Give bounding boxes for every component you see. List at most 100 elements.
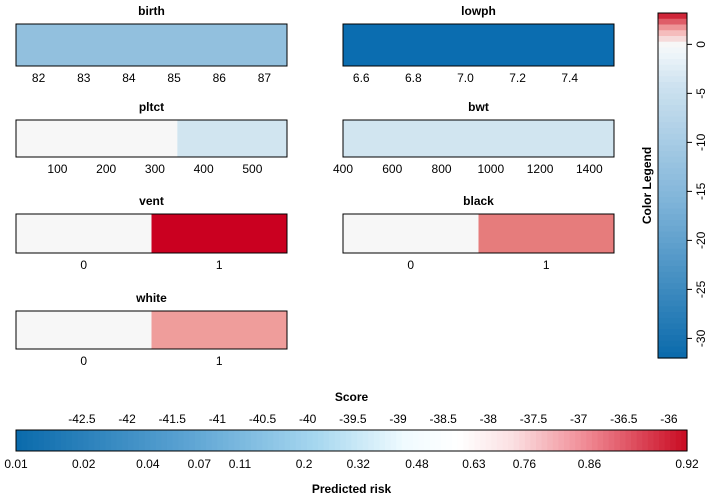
color-legend-frame	[657, 12, 688, 359]
score-bar-cell	[250, 430, 258, 451]
color-legend-cell	[658, 41, 687, 49]
score-bar-cell	[681, 430, 688, 451]
score-bar-cell	[144, 430, 151, 451]
score-bar-cell	[413, 430, 420, 451]
color-legend-cell	[658, 312, 687, 319]
lowph-tick-label: 7.4	[561, 71, 578, 85]
score-tick-label: -42.5	[68, 412, 96, 426]
risk-tick-label: 0.76	[513, 457, 537, 471]
risk-tick-label: 0.2	[296, 457, 313, 471]
birth-segment	[16, 24, 287, 66]
color-legend-cell	[658, 260, 687, 267]
score-bar-cell	[385, 430, 392, 451]
color-legend-cell	[658, 271, 687, 279]
score-bar-cell	[647, 430, 655, 451]
color-legend-cell	[658, 174, 687, 181]
color-legend-tick-label: -15	[694, 182, 708, 200]
white-frame	[15, 310, 288, 350]
score-bar-cell	[155, 430, 162, 451]
vent-tick-label: 1	[216, 258, 223, 272]
vent-tick-label: 0	[80, 258, 87, 272]
score-tick-label: -36.5	[610, 412, 638, 426]
score-tick-label: -42	[118, 412, 136, 426]
risk-tick-label: 0.01	[4, 457, 28, 471]
score-bar-cell	[524, 430, 532, 451]
color-legend-cell	[658, 352, 687, 359]
color-legend-cell	[658, 237, 687, 244]
score-bar-cell	[508, 430, 515, 451]
score-tick-label: -36	[660, 412, 678, 426]
vent-panel-title: vent	[139, 194, 164, 208]
score-bar-cell	[653, 430, 660, 451]
score-bar-cell	[172, 430, 179, 451]
color-legend-cell	[658, 335, 687, 342]
score-tick-label: -37.5	[520, 412, 548, 426]
bwt-tick-label: 600	[382, 162, 402, 176]
risk-tick-label: 0.02	[72, 457, 96, 471]
bwt-segment	[343, 120, 614, 157]
score-bar-cell	[407, 430, 414, 451]
color-legend-cell	[658, 168, 687, 175]
score-bar-cell	[83, 430, 90, 451]
white-tick-label: 1	[216, 354, 223, 368]
lowph-tick-label: 6.8	[405, 71, 422, 85]
score-bar-frame	[15, 429, 688, 452]
score-tick-label: -39	[389, 412, 407, 426]
risk-tick-label: 0.11	[229, 457, 252, 471]
lowph-panel-title: lowph	[461, 4, 496, 18]
score-bar-cell	[38, 430, 45, 451]
pltct-segment	[16, 120, 178, 157]
score-bar-cell	[150, 430, 157, 451]
birth-tick-label: 84	[122, 71, 136, 85]
score-bar-cell	[228, 430, 235, 451]
score-bar-cell	[99, 430, 107, 451]
score-bar-cell	[390, 430, 397, 451]
color-legend-tick-label: 0	[694, 41, 708, 48]
color-legend-cell	[658, 110, 687, 118]
score-bar-cell	[301, 430, 308, 451]
score-bar-cell	[446, 430, 453, 451]
score-bar-cell	[530, 430, 537, 451]
score-bar-cell	[111, 430, 118, 451]
color-legend-tick-label: -5	[694, 88, 708, 99]
score-bar-cell	[345, 430, 353, 451]
score-bar-cell	[139, 430, 146, 451]
score-bar-cell	[43, 430, 51, 451]
score-bar-cell	[66, 430, 73, 451]
score-bar-cell	[183, 430, 190, 451]
pltct-tick-label: 500	[242, 162, 262, 176]
pltct-frame	[15, 119, 288, 158]
score-bar-cell	[474, 430, 481, 451]
score-bar-cell	[122, 430, 129, 451]
color-legend-cell	[658, 208, 687, 215]
color-legend-cell	[658, 185, 687, 192]
vent-segment	[16, 214, 152, 253]
score-bar-cell	[642, 430, 649, 451]
color-legend-cell	[658, 156, 687, 164]
score-bar-cell	[603, 430, 610, 451]
color-legend-cell	[658, 346, 687, 353]
score-bar-cell	[267, 430, 274, 451]
white-panel-title: white	[135, 291, 167, 305]
pltct-tick-label: 100	[47, 162, 67, 176]
black-tick-label: 0	[407, 258, 414, 272]
color-legend-cell	[658, 36, 687, 43]
score-bar-cell	[373, 430, 381, 451]
birth-tick-label: 82	[32, 71, 46, 85]
score-bar-cell	[519, 430, 526, 451]
color-legend-cell	[658, 105, 687, 112]
color-legend-cell	[658, 53, 687, 60]
risk-tick-label: 0.63	[462, 457, 486, 471]
score-bar-cell	[631, 430, 638, 451]
score-bar-cell	[480, 430, 487, 451]
score-bar-cell	[88, 430, 95, 451]
color-legend-cell	[658, 162, 687, 169]
score-bar-cell	[278, 430, 285, 451]
bwt-tick-label: 1200	[527, 162, 554, 176]
color-legend-cell	[658, 76, 687, 83]
score-bar-cell	[379, 430, 386, 451]
birth-panel-title: birth	[138, 4, 165, 18]
score-bar-cell	[541, 430, 548, 451]
score-bar-cell	[569, 430, 576, 451]
